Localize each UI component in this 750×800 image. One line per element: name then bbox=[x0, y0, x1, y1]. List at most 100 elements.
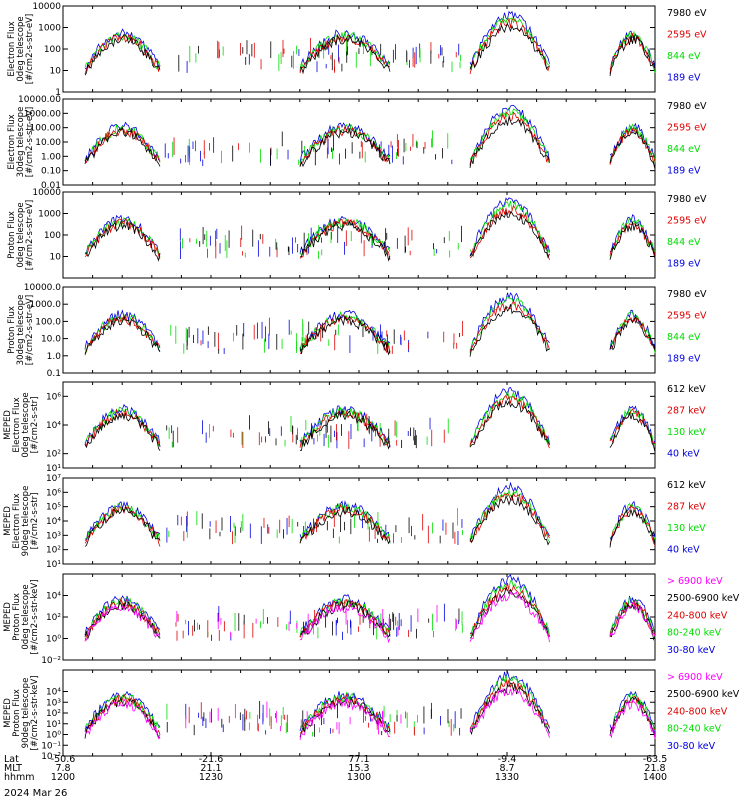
trace-segment bbox=[609, 408, 656, 445]
chart-panel-1: 1 10 100 1000 10000 Electron Flux 0deg telesco… bbox=[7, 2, 707, 98]
trace-segment bbox=[469, 394, 550, 449]
legend-entry: 2500-6900 keV bbox=[667, 689, 740, 700]
y-tick-label: 10 bbox=[50, 67, 62, 77]
y-tick-label: 0.1 bbox=[47, 369, 61, 379]
y-axis-label: MEPED bbox=[3, 410, 13, 440]
trace-segment bbox=[609, 33, 656, 75]
footer-value: 1300 bbox=[347, 772, 371, 783]
footer-value: 77.1 bbox=[348, 754, 369, 765]
y-tick-label: 10.0 bbox=[41, 335, 61, 345]
legend-entry: 189 eV bbox=[667, 73, 701, 84]
y-tick-label: 10.00 bbox=[35, 138, 61, 148]
legend-entry: 287 keV bbox=[667, 406, 706, 417]
footer-value: -21.6 bbox=[199, 754, 224, 765]
trace-segment bbox=[299, 124, 391, 166]
trace-segment bbox=[609, 699, 656, 739]
footer-value: 1230 bbox=[199, 772, 223, 783]
trace-segment bbox=[469, 197, 550, 257]
series-trace bbox=[84, 205, 656, 261]
y-tick-label: 1 bbox=[55, 88, 61, 98]
orbit-footer: LatMLThhmm-50.67.81200-21.621.1123077.11… bbox=[4, 752, 667, 783]
y-axis-label: [#/cm2-s-str-keV] bbox=[30, 676, 40, 751]
chart-panel-2: 0.01 0.10 1.00 10.00 100.00 1000.00 10000.00El… bbox=[7, 95, 707, 191]
series-trace bbox=[84, 304, 656, 357]
y-axis-label: [#/cm2-s-str-eV] bbox=[25, 14, 35, 84]
footer-value: 15.3 bbox=[348, 763, 369, 774]
y-tick-label: 10⁶ bbox=[46, 488, 61, 498]
footer-value: 1400 bbox=[643, 772, 667, 783]
y-axis-label: 0deg telescope bbox=[21, 584, 31, 649]
y-axis-label: [#/cm2-s-str-eV] bbox=[25, 107, 35, 177]
trace-segment bbox=[469, 399, 550, 448]
y-tick-label: 10² bbox=[46, 546, 61, 556]
y-tick-label: 10 bbox=[50, 253, 62, 263]
trace-segment bbox=[469, 390, 550, 448]
series-trace bbox=[84, 16, 656, 73]
y-tick-label: 10⁻¹ bbox=[41, 741, 61, 751]
trace-segment bbox=[84, 600, 161, 640]
trace-segment bbox=[609, 405, 656, 446]
legend-entry: 844 eV bbox=[667, 332, 701, 343]
series-trace bbox=[84, 107, 656, 167]
y-tick-label: 1000.0 bbox=[30, 300, 62, 310]
trace-segment bbox=[299, 314, 391, 355]
trace-segment bbox=[609, 35, 656, 77]
trace-segment bbox=[469, 492, 550, 544]
series-trace bbox=[84, 386, 656, 449]
trace-segment bbox=[470, 675, 550, 734]
legend-entry: 844 eV bbox=[667, 51, 701, 62]
legend-entry: 240-800 keV bbox=[667, 706, 728, 717]
plot-frame bbox=[62, 98, 656, 186]
trace-segment bbox=[299, 695, 391, 738]
trace-segment bbox=[84, 506, 161, 547]
series-trace bbox=[84, 197, 656, 259]
y-axis-label: [#/cm2-s-str-keV] bbox=[30, 580, 40, 655]
y-axis-label: 30deg telescope bbox=[16, 295, 26, 366]
footer-value: -50.6 bbox=[51, 754, 76, 765]
trace-segment bbox=[469, 386, 550, 445]
legend-entry: 80-240 keV bbox=[667, 628, 722, 639]
footer-row-label: MLT bbox=[4, 763, 22, 774]
y-axis-label: [#/cm2-s-str-eV] bbox=[25, 295, 35, 365]
y-tick-label: 10⁴ bbox=[46, 688, 61, 698]
trace-segment bbox=[84, 126, 161, 167]
trace-segment bbox=[469, 679, 550, 729]
footer-value: 21.8 bbox=[644, 763, 665, 774]
trace-segment bbox=[299, 29, 391, 72]
trace-segment bbox=[609, 221, 656, 260]
footer-value: 1330 bbox=[495, 772, 519, 783]
legend-entry: 7980 eV bbox=[667, 289, 707, 300]
footer-value: -63.5 bbox=[643, 754, 668, 765]
series-trace bbox=[84, 591, 656, 644]
legend-entry: 612 keV bbox=[667, 480, 706, 491]
chart-panel-4: 0.1 1.0 10.0 100.0 1000.0 10000.0 Proton Flux 3… bbox=[7, 283, 707, 379]
trace-segment bbox=[299, 602, 391, 644]
trace-segment bbox=[609, 500, 656, 542]
y-tick-label: 10⁴ bbox=[46, 421, 61, 431]
trace-segment bbox=[469, 304, 550, 357]
trace-segment bbox=[609, 412, 656, 453]
trace-segment bbox=[469, 18, 550, 75]
trace-segment bbox=[469, 481, 550, 540]
footer-row-label: hhmm bbox=[4, 772, 35, 783]
y-axis-label: 0deg telescope bbox=[16, 16, 26, 81]
trace-segment bbox=[610, 316, 656, 351]
series-trace bbox=[84, 580, 656, 640]
trace-segment bbox=[469, 488, 550, 542]
trace-segment bbox=[299, 218, 391, 260]
trace-segment bbox=[84, 698, 161, 740]
series-trace bbox=[84, 682, 656, 739]
trace-segment bbox=[299, 34, 391, 74]
plot-frame bbox=[62, 191, 656, 279]
y-axis-label: Proton Flux bbox=[12, 689, 22, 737]
trace-segment bbox=[299, 31, 391, 70]
y-axis-label: 0deg telescope bbox=[21, 392, 31, 457]
trace-segment bbox=[84, 219, 161, 262]
trace-segment bbox=[609, 214, 656, 257]
trace-segment bbox=[299, 128, 391, 168]
trace-segment bbox=[299, 409, 391, 448]
y-tick-label: 10² bbox=[46, 450, 61, 460]
trace-segment bbox=[469, 494, 550, 546]
series-trace bbox=[84, 104, 656, 166]
legend-entry: 2595 eV bbox=[667, 216, 707, 227]
